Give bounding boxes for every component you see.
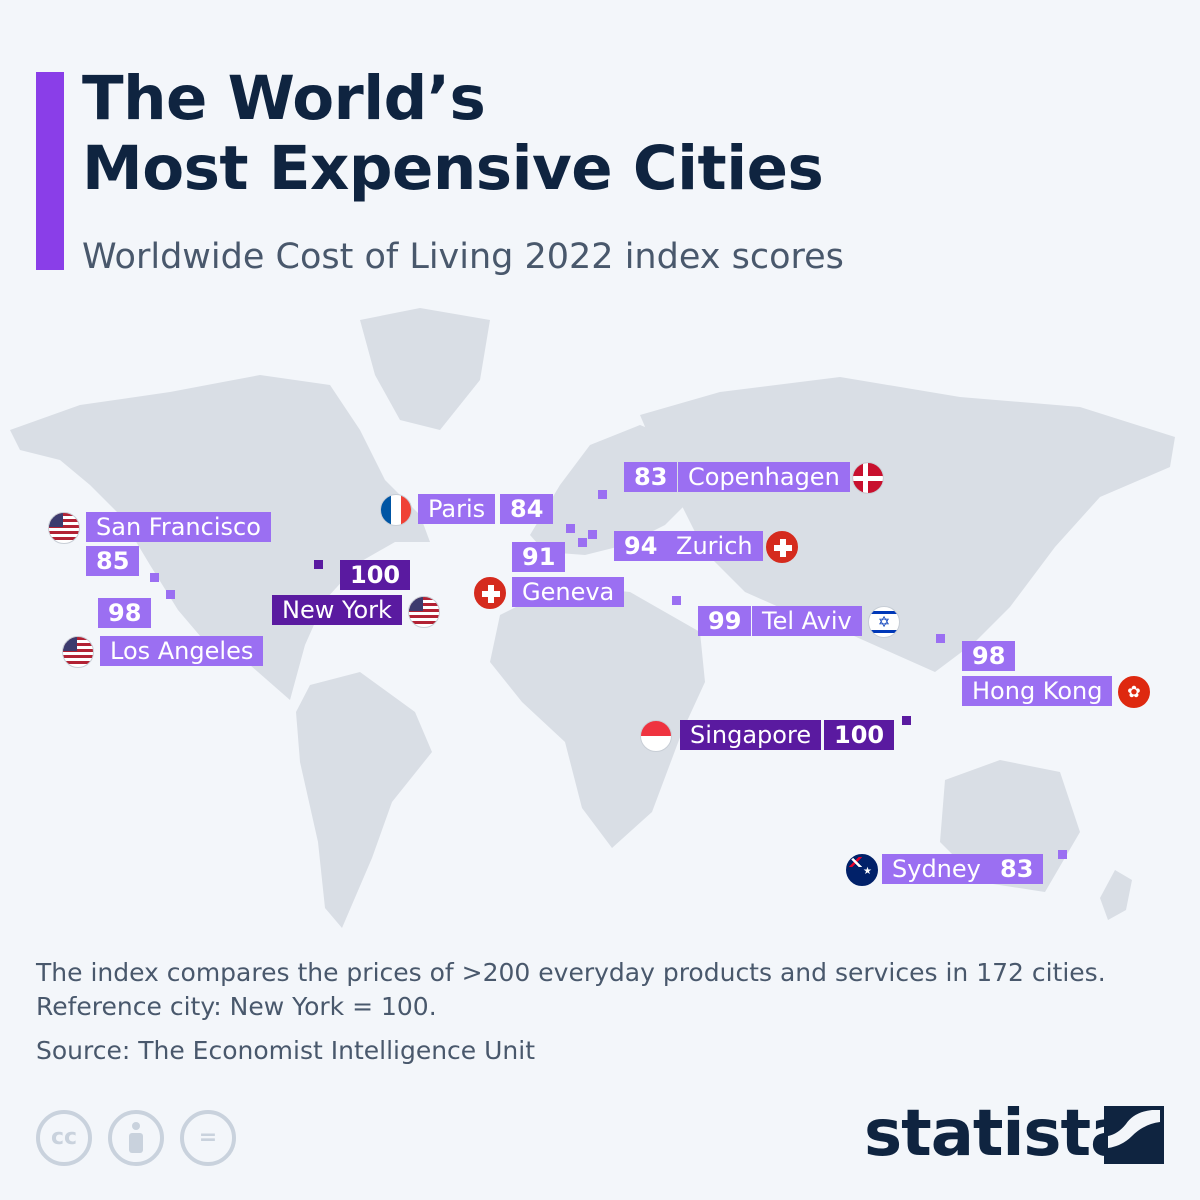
attribution-icon[interactable] — [108, 1110, 164, 1166]
value-text: 100 — [834, 721, 885, 749]
switzerland-flag-icon — [766, 531, 798, 563]
value-label-sydney: 83 — [990, 854, 1044, 884]
city-marker-copenhagen — [598, 490, 607, 499]
city-label-tel-aviv: Tel Aviv — [752, 606, 862, 636]
city-marker-geneva — [578, 538, 587, 547]
denmark-flag-icon — [852, 462, 884, 494]
value-label-new-york: 100 — [340, 560, 411, 590]
us-flag-icon — [408, 596, 440, 628]
city-label-sydney: Sydney — [882, 854, 991, 884]
nd-text: = — [198, 1125, 218, 1150]
title-line-2: Most Expensive Cities — [82, 133, 824, 204]
footnote-line-1: The index compares the prices of >200 ev… — [36, 958, 1106, 987]
city-marker-paris — [566, 524, 575, 533]
value-text: 91 — [522, 543, 556, 571]
value-label-paris: 84 — [500, 494, 554, 524]
value-text: 84 — [510, 495, 544, 523]
value-label-hong-kong: 98 — [962, 641, 1016, 671]
asia — [640, 377, 1175, 672]
city-name: Los Angeles — [110, 637, 254, 665]
france-flag-icon — [380, 494, 412, 526]
city-marker-sydney — [1058, 850, 1067, 859]
creative-commons-icon[interactable]: cc — [36, 1110, 92, 1166]
value-text: 83 — [634, 463, 668, 491]
new-zealand — [1100, 870, 1132, 920]
israel-flag-icon: ✡ — [868, 606, 900, 638]
value-label-tel-aviv: 99 — [698, 606, 752, 636]
city-marker-singapore — [902, 716, 911, 725]
attribution-head — [132, 1122, 140, 1130]
value-label-copenhagen: 83 — [624, 462, 678, 492]
value-text: 98 — [108, 599, 142, 627]
city-name: Geneva — [522, 578, 615, 606]
title-line-1: The World’s — [82, 63, 486, 134]
value-text: 99 — [708, 607, 742, 635]
value-text: 100 — [350, 561, 401, 589]
city-marker-new-york — [314, 560, 323, 569]
city-label-zurich: Zurich — [666, 531, 763, 561]
statista-logo-icon — [1104, 1106, 1164, 1164]
us-flag-icon — [48, 512, 80, 544]
switzerland-flag-icon — [474, 577, 506, 609]
footnote-line-2: Reference city: New York = 100. — [36, 992, 437, 1021]
city-name: Singapore — [690, 721, 812, 749]
city-label-singapore: Singapore — [680, 720, 822, 750]
city-marker-san-francisco — [150, 573, 159, 582]
value-text: 83 — [1000, 855, 1034, 883]
city-label-new-york: New York — [272, 595, 402, 625]
value-label-geneva: 91 — [512, 542, 566, 572]
city-marker-tel-aviv — [672, 596, 681, 605]
city-name: Hong Kong — [972, 677, 1103, 705]
city-name: Paris — [428, 495, 486, 523]
value-label-singapore: 100 — [824, 720, 895, 750]
us-flag-icon — [62, 636, 94, 668]
city-marker-hong-kong — [936, 634, 945, 643]
city-label-geneva: Geneva — [512, 577, 625, 607]
value-text: 85 — [96, 547, 130, 575]
value-label-san-francisco: 85 — [86, 546, 140, 576]
city-name: San Francisco — [96, 513, 261, 541]
value-text: 94 — [624, 532, 658, 560]
city-label-paris: Paris — [418, 494, 496, 524]
city-label-hong-kong: Hong Kong — [962, 676, 1113, 706]
city-name: Copenhagen — [688, 463, 840, 491]
city-label-copenhagen: Copenhagen — [678, 462, 850, 492]
city-marker-los-angeles — [166, 590, 175, 599]
no-derivatives-icon[interactable]: = — [180, 1110, 236, 1166]
city-name: Tel Aviv — [762, 607, 852, 635]
source-note: Source: The Economist Intelligence Unit — [36, 1036, 536, 1065]
city-name: Zurich — [676, 532, 753, 560]
value-text: 98 — [972, 642, 1006, 670]
city-label-san-francisco: San Francisco — [86, 512, 271, 542]
accent-bar — [36, 72, 64, 270]
attribution-body — [129, 1133, 143, 1153]
africa — [490, 585, 705, 848]
subtitle: Worldwide Cost of Living 2022 index scor… — [82, 237, 844, 277]
city-name: New York — [282, 596, 392, 624]
page-title: The World’s Most Expensive Cities — [82, 63, 824, 204]
south-america — [296, 672, 432, 928]
statista-logo-text[interactable]: statista — [864, 1097, 1133, 1171]
city-label-los-angeles: Los Angeles — [100, 636, 264, 666]
australia-flag-icon: ★ — [846, 854, 878, 886]
hong-kong-flag-icon: ✿ — [1118, 676, 1150, 708]
city-name: Sydney — [892, 855, 981, 883]
greenland — [360, 308, 490, 430]
cc-text: cc — [50, 1125, 78, 1150]
singapore-flag-icon — [640, 720, 672, 752]
value-label-zurich: 94 — [614, 531, 668, 561]
city-marker-zurich — [588, 530, 597, 539]
value-label-los-angeles: 98 — [98, 598, 152, 628]
